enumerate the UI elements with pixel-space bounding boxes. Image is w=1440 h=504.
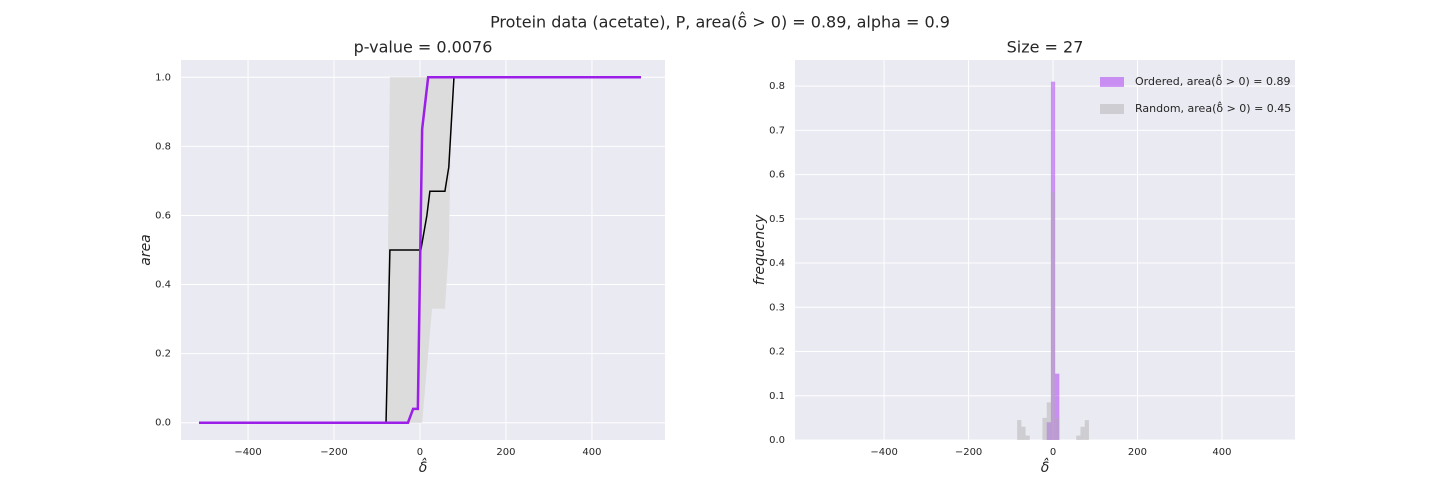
y-tick-label: 0.4 (769, 258, 785, 269)
hist-bar (1080, 426, 1085, 440)
x-tick-label: 200 (1128, 447, 1147, 458)
y-tick-label: 0.2 (769, 347, 785, 358)
y-tick-label: 0.1 (769, 391, 785, 402)
y-tick-label: 0.0 (155, 418, 171, 429)
hist-bar (1076, 435, 1081, 440)
x-tick-label: −400 (234, 447, 261, 458)
y-tick-label: 1.0 (155, 72, 171, 83)
hist-bar (1050, 192, 1056, 440)
y-tick-label: 0.4 (155, 280, 171, 291)
hist-bar (1084, 420, 1089, 440)
hist-bar (1017, 420, 1022, 440)
y-tick-label: 0.0 (769, 435, 785, 446)
hist-bar (1025, 435, 1030, 440)
legend-label: Random, area(δ̂ > 0) = 0.45 (1135, 101, 1291, 115)
x-tick-label: 0 (1050, 447, 1056, 458)
chart-title: p-value = 0.0076 (354, 38, 493, 57)
legend-swatch (1100, 77, 1124, 87)
hist-bar (1046, 402, 1051, 440)
hist-bar (1042, 417, 1047, 440)
x-tick-label: −200 (955, 447, 982, 458)
line (199, 76, 641, 424)
y-axis-label: area (138, 234, 154, 266)
hist-bar (1055, 417, 1060, 440)
y-tick-label: 0.6 (769, 170, 785, 181)
x-tick-label: 400 (1212, 447, 1231, 458)
plot-area (795, 60, 1295, 440)
legend-swatch (1100, 104, 1124, 114)
y-tick-label: 0.5 (769, 214, 785, 225)
y-tick-label: 0.3 (769, 302, 785, 313)
x-tick-label: 0 (417, 447, 423, 458)
x-tick-label: 400 (582, 447, 601, 458)
figure-title: Protein data (acetate), P, area(δ̂ > 0) … (490, 12, 950, 32)
x-axis-label: δ̂ (419, 457, 428, 476)
y-tick-label: 0.8 (769, 81, 785, 92)
hist-bar (1050, 81, 1056, 441)
y-tick-label: 0.6 (155, 210, 171, 221)
x-tick-label: −400 (870, 447, 897, 458)
y-tick-label: 0.8 (155, 141, 171, 152)
y-axis-label: frequency (752, 214, 768, 285)
legend-label: Ordered, area(δ̂ > 0) = 0.89 (1135, 74, 1291, 88)
hist-bar (1021, 426, 1026, 440)
y-tick-label: 0.7 (769, 125, 785, 136)
line (199, 76, 641, 424)
hist-bar (1046, 422, 1051, 440)
x-axis-label: δ̂ (1041, 457, 1050, 476)
y-tick-label: 0.2 (155, 349, 171, 360)
chart-title: Size = 27 (1007, 38, 1084, 57)
hist-bar (1055, 373, 1060, 440)
x-tick-label: −200 (320, 447, 347, 458)
x-tick-label: 200 (496, 447, 515, 458)
